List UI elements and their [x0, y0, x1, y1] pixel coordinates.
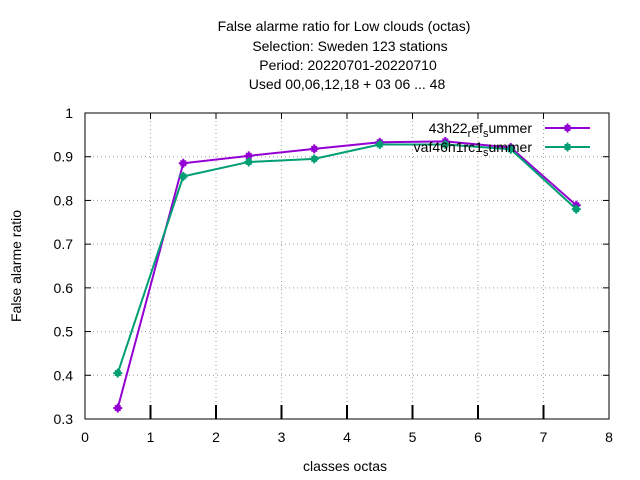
tick-labels: 0 1 2 3 4 5 6 7 8 0.3 0.4 0.5 0.6 0.7 0.8 0.9 1	[54, 105, 614, 445]
x-tick-label: 4	[343, 429, 351, 445]
legend-entry-1: 43h22refsummer	[429, 120, 590, 140]
legend-label: vaf46h1rc1summer	[414, 139, 533, 159]
title-line-3: Period: 20220701-20220710	[259, 57, 437, 73]
chart-title: False alarme ratio for Low clouds (octas…	[218, 18, 471, 92]
title-line-4: Used 00,06,12,18 + 03 06 ... 48	[249, 76, 446, 92]
y-tick-label: 0.4	[54, 367, 74, 383]
title-line-1: False alarme ratio for Low clouds (octas…	[218, 18, 471, 34]
x-tick-label: 2	[212, 429, 220, 445]
x-tick-label: 8	[605, 429, 613, 445]
y-axis-label: False alarme ratio	[8, 210, 24, 322]
data-point	[113, 403, 123, 413]
series-layer	[113, 136, 581, 413]
y-tick-label: 1	[65, 105, 73, 121]
data-point	[309, 154, 319, 164]
y-tick-label: 0.8	[54, 192, 74, 208]
y-tick-label: 0.7	[54, 236, 74, 252]
y-tick-label: 0.9	[54, 149, 74, 165]
series-line	[116, 143, 577, 374]
data-point	[440, 139, 450, 149]
y-tick-label: 0.5	[54, 324, 74, 340]
data-point	[178, 171, 188, 181]
x-tick-label: 3	[278, 429, 286, 445]
data-point	[113, 368, 123, 378]
grid	[85, 113, 609, 419]
data-point	[506, 144, 516, 154]
legend-entry-2: vaf46h1rc1summer	[414, 139, 590, 159]
data-point	[309, 144, 319, 154]
data-point	[244, 157, 254, 167]
axis-ticks	[84, 112, 610, 420]
x-tick-label: 6	[474, 429, 482, 445]
y-tick-label: 0.6	[54, 280, 74, 296]
series-2	[113, 139, 581, 378]
x-tick-label: 0	[81, 429, 89, 445]
series-line	[116, 140, 577, 409]
x-tick-label: 7	[540, 429, 548, 445]
legend-marker	[563, 142, 572, 152]
y-tick-label: 0.3	[54, 411, 74, 427]
legend-label: 43h22refsummer	[429, 120, 533, 140]
x-axis-label: classes octas	[303, 458, 387, 474]
data-point	[571, 204, 581, 214]
data-point	[375, 139, 385, 149]
legend-marker	[563, 123, 572, 133]
x-tick-label: 1	[147, 429, 155, 445]
title-line-2: Selection: Sweden 123 stations	[252, 38, 447, 54]
x-tick-label: 5	[409, 429, 417, 445]
data-point	[178, 158, 188, 168]
